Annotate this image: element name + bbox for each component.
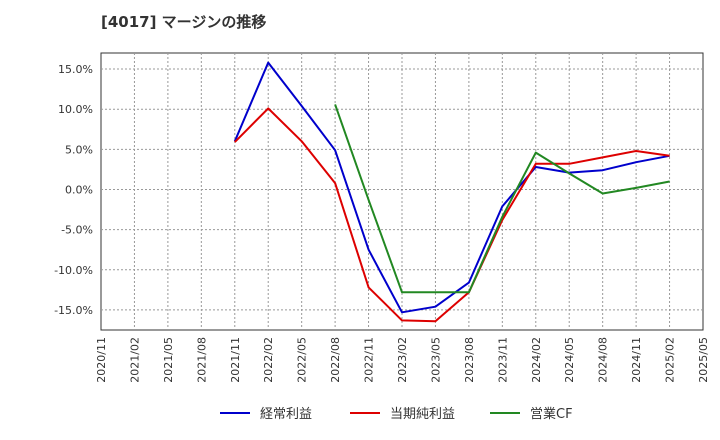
plot-area xyxy=(100,52,704,331)
x-tick-label: 2022/05 xyxy=(296,337,309,383)
series-line-3 xyxy=(334,104,670,294)
chart-title: [4017] マージンの推移 xyxy=(101,13,267,31)
x-tick-label: 2023/08 xyxy=(463,337,476,383)
x-tick-label: 2023/02 xyxy=(396,337,409,383)
legend-swatch xyxy=(490,411,520,414)
legend-label: 営業CF xyxy=(530,407,573,422)
x-tick-label: 2021/02 xyxy=(128,337,141,383)
series-line-2 xyxy=(234,107,670,323)
x-tick-label: 2023/11 xyxy=(496,337,509,383)
x-tick-label: 2024/05 xyxy=(563,337,576,383)
y-tick-label: 0.0% xyxy=(65,183,93,196)
legend-swatch xyxy=(350,411,380,414)
x-tick-label: 2020/11 xyxy=(95,337,108,383)
x-tick-label: 2022/08 xyxy=(329,337,342,383)
legend-item: 営業CF xyxy=(490,403,573,422)
x-tick-label: 2021/05 xyxy=(162,337,175,383)
x-tick-label: 2022/11 xyxy=(363,337,376,383)
y-tick-label: -15.0% xyxy=(54,304,93,317)
x-tick-label: 2021/11 xyxy=(229,337,242,383)
x-tick-label: 2021/08 xyxy=(195,337,208,383)
y-tick-label: 15.0% xyxy=(58,63,93,76)
legend-label: 当期純利益 xyxy=(390,407,456,422)
y-tick-label: -5.0% xyxy=(61,224,93,237)
legend-item: 経常利益 xyxy=(220,403,312,422)
y-tick-label: 10.0% xyxy=(58,103,93,116)
legend-label: 経常利益 xyxy=(260,407,313,422)
x-tick-label: 2022/02 xyxy=(262,337,275,383)
line-chart: 15.0% 10.0% 5.0% 0.0% -5.0% -10.0% -15.0% 2020… xyxy=(54,52,710,383)
x-tick-label: 2024/02 xyxy=(530,337,543,383)
y-tick-label: -10.0% xyxy=(54,264,93,277)
legend-swatch xyxy=(220,411,250,414)
x-tick-label: 2025/02 xyxy=(664,337,677,383)
x-tick-label: 2023/05 xyxy=(429,337,442,383)
x-tick-label: 2024/08 xyxy=(597,337,610,383)
y-tick-label: 5.0% xyxy=(65,143,93,156)
x-tick-label: 2025/05 xyxy=(697,337,710,383)
series-line-1 xyxy=(233,61,670,314)
legend: 経常利益 当期純利益 営業CF xyxy=(0,403,720,427)
legend-item: 当期純利益 xyxy=(350,403,455,422)
x-tick-label: 2024/11 xyxy=(630,337,643,383)
